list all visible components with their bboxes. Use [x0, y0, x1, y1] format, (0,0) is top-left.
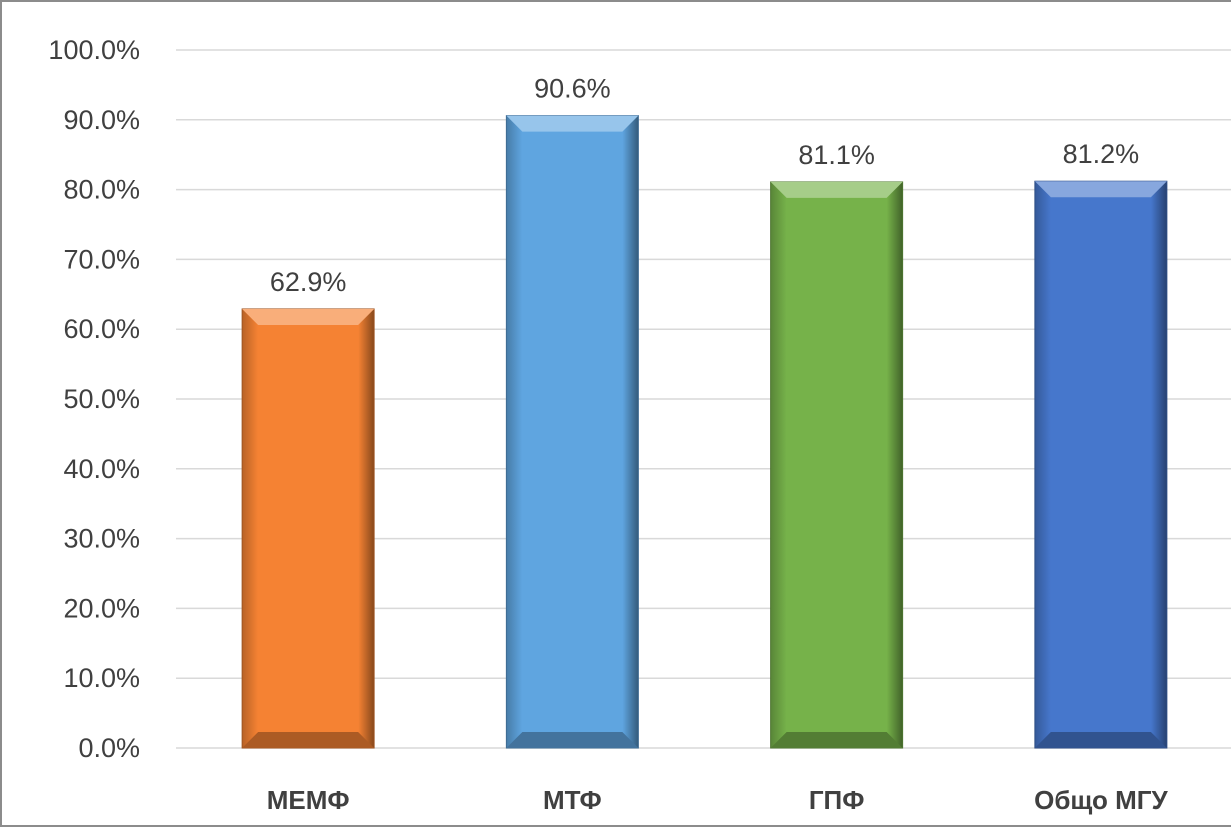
y-tick-label: 0.0%: [78, 733, 140, 763]
bar-3: [770, 181, 904, 749]
data-label: 90.6%: [534, 74, 611, 104]
bar-body: [1034, 180, 1168, 749]
bar-body: [241, 308, 375, 749]
data-label: 81.1%: [798, 140, 875, 170]
bar-top-bevel: [242, 308, 375, 325]
bar-top-bevel: [506, 115, 639, 132]
bar-body: [770, 181, 904, 749]
y-axis-tick-labels: 0.0% 10.0% 20.0% 30.0% 40.0% 50.0% 60.0% 70.0% 8…: [48, 35, 140, 763]
y-tick-label: 50.0%: [63, 384, 140, 414]
y-tick-label: 20.0%: [63, 593, 140, 623]
y-tick-label: 30.0%: [63, 524, 140, 554]
bar-top-bevel: [1034, 181, 1167, 198]
x-axis-category-labels: МЕМФ МТФ ГПФ Общо МГУ: [267, 785, 1169, 815]
y-tick-label: 10.0%: [63, 663, 140, 693]
y-tick-label: 100.0%: [48, 35, 140, 65]
bar-bottom-bevel: [1034, 732, 1167, 748]
data-labels: 62.9% 90.6% 81.1% 81.2%: [270, 74, 1139, 297]
bar-top-bevel: [770, 181, 903, 198]
bar-body: [505, 115, 639, 749]
y-tick-label: 80.0%: [63, 175, 140, 205]
category-label: МТФ: [543, 785, 602, 815]
bars: [241, 115, 1168, 749]
y-tick-label: 90.0%: [63, 105, 140, 135]
bar-2: [505, 115, 639, 749]
bar-bottom-bevel: [506, 732, 639, 748]
bar-4: [1034, 180, 1168, 749]
bar-bottom-bevel: [770, 732, 903, 748]
category-label: ГПФ: [809, 785, 865, 815]
category-label: МЕМФ: [267, 785, 350, 815]
y-tick-label: 60.0%: [63, 314, 140, 344]
data-label: 81.2%: [1063, 139, 1140, 169]
y-tick-label: 70.0%: [63, 244, 140, 274]
y-tick-label: 40.0%: [63, 454, 140, 484]
bar-bottom-bevel: [242, 732, 375, 748]
data-label: 62.9%: [270, 267, 347, 297]
category-label: Общо МГУ: [1034, 785, 1168, 815]
bar-1: [241, 308, 375, 749]
